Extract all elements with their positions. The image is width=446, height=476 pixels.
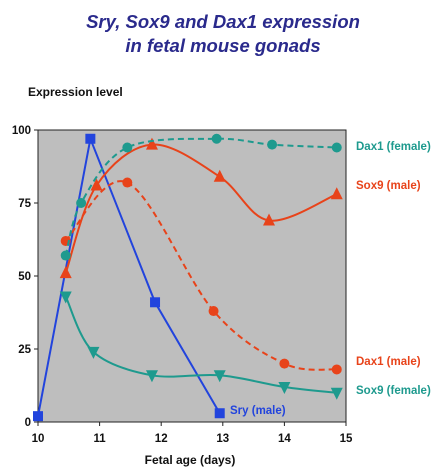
data-point <box>122 142 133 153</box>
data-point <box>87 346 100 359</box>
data-point <box>330 387 343 400</box>
y-tick-label: 75 <box>18 198 31 210</box>
x-tick-label: 10 <box>32 433 45 445</box>
series-dax1-female <box>60 133 342 261</box>
data-point <box>331 142 342 153</box>
data-point <box>211 133 222 144</box>
series-sox9-male <box>59 137 343 279</box>
x-axis-ticks: 10 11 12 13 14 15 <box>32 422 353 445</box>
y-tick-label: 100 <box>12 125 31 137</box>
plot-area <box>37 129 347 423</box>
data-point <box>122 177 133 188</box>
data-point <box>267 139 278 150</box>
x-axis-title: Fetal age (days) <box>145 453 236 467</box>
data-point <box>150 297 161 308</box>
y-tick-label: 25 <box>18 344 31 356</box>
x-tick-label: 12 <box>155 433 168 445</box>
data-point <box>59 291 72 304</box>
data-point <box>279 358 290 369</box>
data-point <box>331 364 342 375</box>
data-point <box>213 169 226 182</box>
series-label-sry-male: Sry (male) <box>230 405 286 417</box>
data-point <box>208 306 219 317</box>
chart-title-line2: in fetal mouse gonads <box>125 35 320 56</box>
x-tick-label: 13 <box>216 433 229 445</box>
y-tick-label: 0 <box>25 417 31 429</box>
data-point <box>60 250 71 261</box>
data-point <box>59 266 72 279</box>
series-line <box>64 143 338 274</box>
data-point <box>263 213 275 226</box>
series-label-sox9-male: Sox9 (male) <box>356 180 421 192</box>
data-point <box>33 411 43 422</box>
x-tick-label: 11 <box>94 433 107 445</box>
data-point <box>214 408 225 419</box>
data-point <box>85 133 96 144</box>
chart-title-line1: Sry, Sox9 and Dax1 expression <box>86 11 360 32</box>
x-tick-label: 15 <box>340 433 353 445</box>
series-sox9-female <box>59 291 343 400</box>
series-label-sox9-female: Sox9 (female) <box>356 385 431 397</box>
data-point <box>330 187 343 200</box>
data-point <box>145 370 158 383</box>
series-label-dax1-male: Dax1 (male) <box>356 356 421 368</box>
series-line <box>64 180 337 371</box>
y-axis-ticks: 0 25 50 75 100 <box>12 125 38 429</box>
x-tick-label: 14 <box>278 433 291 445</box>
series-label-dax1-female: Dax1 (female) <box>356 141 431 153</box>
data-point <box>213 370 226 383</box>
data-point <box>145 137 158 150</box>
data-point <box>76 198 87 208</box>
data-series: Sry (male) Sox9 (male) Dax1 (male) Dax1 (fe… <box>33 133 431 422</box>
data-point <box>278 381 291 394</box>
y-axis-title: Expression level <box>28 85 123 99</box>
y-tick-label: 50 <box>18 271 31 283</box>
data-point <box>90 178 103 191</box>
